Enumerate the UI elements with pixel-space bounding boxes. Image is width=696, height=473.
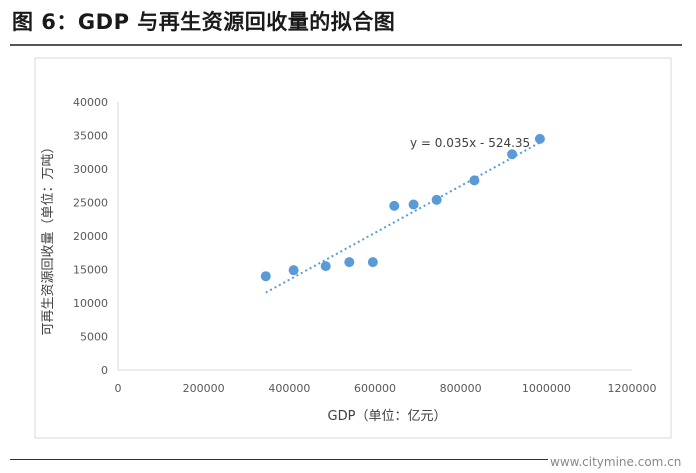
trendline [265, 140, 543, 294]
y-axis-label: 可再生资源回收量（单位：万吨） [41, 140, 56, 335]
data-point [389, 200, 400, 211]
y-tick-label: 35000 [73, 130, 108, 143]
x-axis-label: GDP（单位：亿元） [328, 409, 447, 424]
y-tick-label: 20000 [73, 230, 108, 243]
x-tick-label: 400000 [268, 382, 310, 395]
x-tick-label: 1000000 [522, 382, 571, 395]
axes [117, 102, 632, 371]
x-tick-labels: 0 200000 400000 600000 800000 1000000 1200000 [115, 382, 657, 395]
y-tick-label: 25000 [73, 197, 108, 210]
bottom-rule [10, 459, 682, 460]
x-tick-label: 800000 [440, 382, 482, 395]
data-point [288, 265, 299, 276]
data-point [507, 149, 518, 160]
data-point [367, 257, 378, 268]
y-tick-label: 0 [101, 364, 108, 377]
trendline-equation: y = 0.035x - 524.35 [410, 136, 530, 150]
watermark: www.citymine.com.cn [548, 455, 684, 469]
chart-area-border [34, 57, 672, 439]
y-tick-labels: 0 5000 10000 15000 20000 25000 30000 35000 40000 [73, 96, 108, 377]
data-point [431, 194, 442, 205]
y-tick-label: 30000 [73, 163, 108, 176]
data-point [320, 261, 331, 272]
top-rule [10, 44, 682, 46]
x-tick-label: 600000 [354, 382, 396, 395]
y-tick-label: 5000 [80, 331, 108, 344]
data-point [260, 271, 271, 282]
data-point [469, 175, 480, 186]
data-point [344, 257, 355, 268]
x-tick-label: 0 [115, 382, 122, 395]
x-tick-label: 200000 [183, 382, 225, 395]
figure-title: 图 6：GDP 与再生资源回收量的拟合图 [12, 10, 396, 34]
y-tick-label: 10000 [73, 297, 108, 310]
y-tick-label: 40000 [73, 96, 108, 109]
y-tick-label: 15000 [73, 264, 108, 277]
data-points [260, 133, 545, 282]
x-tick-label: 1200000 [608, 382, 657, 395]
data-point [408, 199, 419, 210]
data-point [534, 133, 545, 144]
